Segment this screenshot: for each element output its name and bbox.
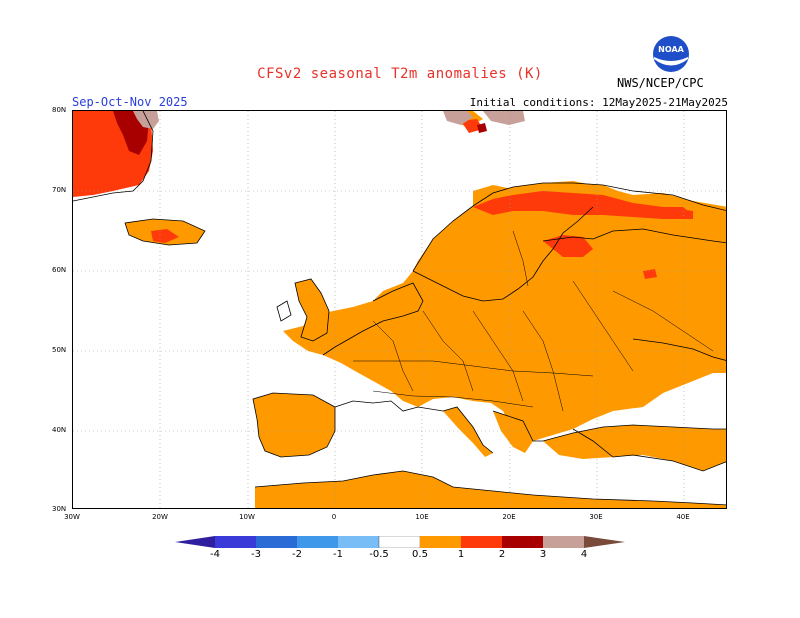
colorbar-label: -3	[251, 549, 261, 560]
lat-label: 50N	[52, 346, 67, 354]
colorbar-label: 4	[580, 549, 588, 560]
graticule-grid	[73, 111, 726, 508]
colorbar-arrow-left	[175, 536, 215, 548]
chart-title: CFSv2 seasonal T2m anomalies (K)	[257, 66, 543, 82]
colorbar	[175, 536, 625, 548]
anomaly-brown-region	[133, 111, 525, 129]
initial-conditions: Initial conditions: 12May2025-21May2025	[469, 96, 728, 109]
colorbar-label: 1	[457, 549, 465, 560]
country-borders	[353, 230, 714, 412]
lon-label: 30E	[589, 513, 603, 521]
colorbar-swatch	[420, 536, 461, 548]
colorbar-label: 3	[539, 549, 547, 560]
colorbar-label: 0.5	[412, 549, 428, 560]
anomaly-orange-region	[125, 111, 726, 508]
colorbar-swatch	[461, 536, 502, 548]
colorbar-swatch	[215, 536, 256, 548]
map-frame	[72, 110, 727, 509]
colorbar-label: -0.5	[369, 549, 389, 560]
lon-label: 0	[331, 513, 337, 521]
agency-label: NWS/NCEP/CPC	[617, 76, 704, 90]
anomaly-darkred-region	[113, 111, 487, 155]
colorbar-label: -1	[333, 549, 343, 560]
colorbar-swatch	[378, 536, 421, 548]
logo-text: NOAA	[658, 45, 684, 54]
colorbar-arrow-right	[584, 536, 625, 548]
noaa-logo-icon: NOAA	[653, 36, 689, 72]
anomaly-map	[73, 111, 726, 508]
lon-label: 10W	[239, 513, 255, 521]
colorbar-label: -2	[292, 549, 302, 560]
lat-label: 40N	[52, 426, 67, 434]
lat-label: 30N	[52, 505, 67, 513]
lat-label: 60N	[52, 266, 67, 274]
lon-label: 10E	[415, 513, 429, 521]
lat-label: 80N	[52, 106, 67, 114]
coastlines	[73, 111, 726, 506]
colorbar-swatch	[338, 536, 379, 548]
colorbar-swatch	[502, 536, 543, 548]
colorbar-swatch	[256, 536, 297, 548]
lat-label: 70N	[52, 186, 67, 194]
colorbar-label: 2	[498, 549, 506, 560]
lon-label: 20W	[152, 513, 168, 521]
colorbar-swatch	[297, 536, 338, 548]
forecast-period: Sep-Oct-Nov 2025	[72, 95, 188, 109]
colorbar-label: -4	[210, 549, 220, 560]
colorbar-swatch	[543, 536, 584, 548]
lon-label: 30W	[64, 513, 80, 521]
lon-label: 40E	[676, 513, 690, 521]
lon-label: 20E	[502, 513, 516, 521]
